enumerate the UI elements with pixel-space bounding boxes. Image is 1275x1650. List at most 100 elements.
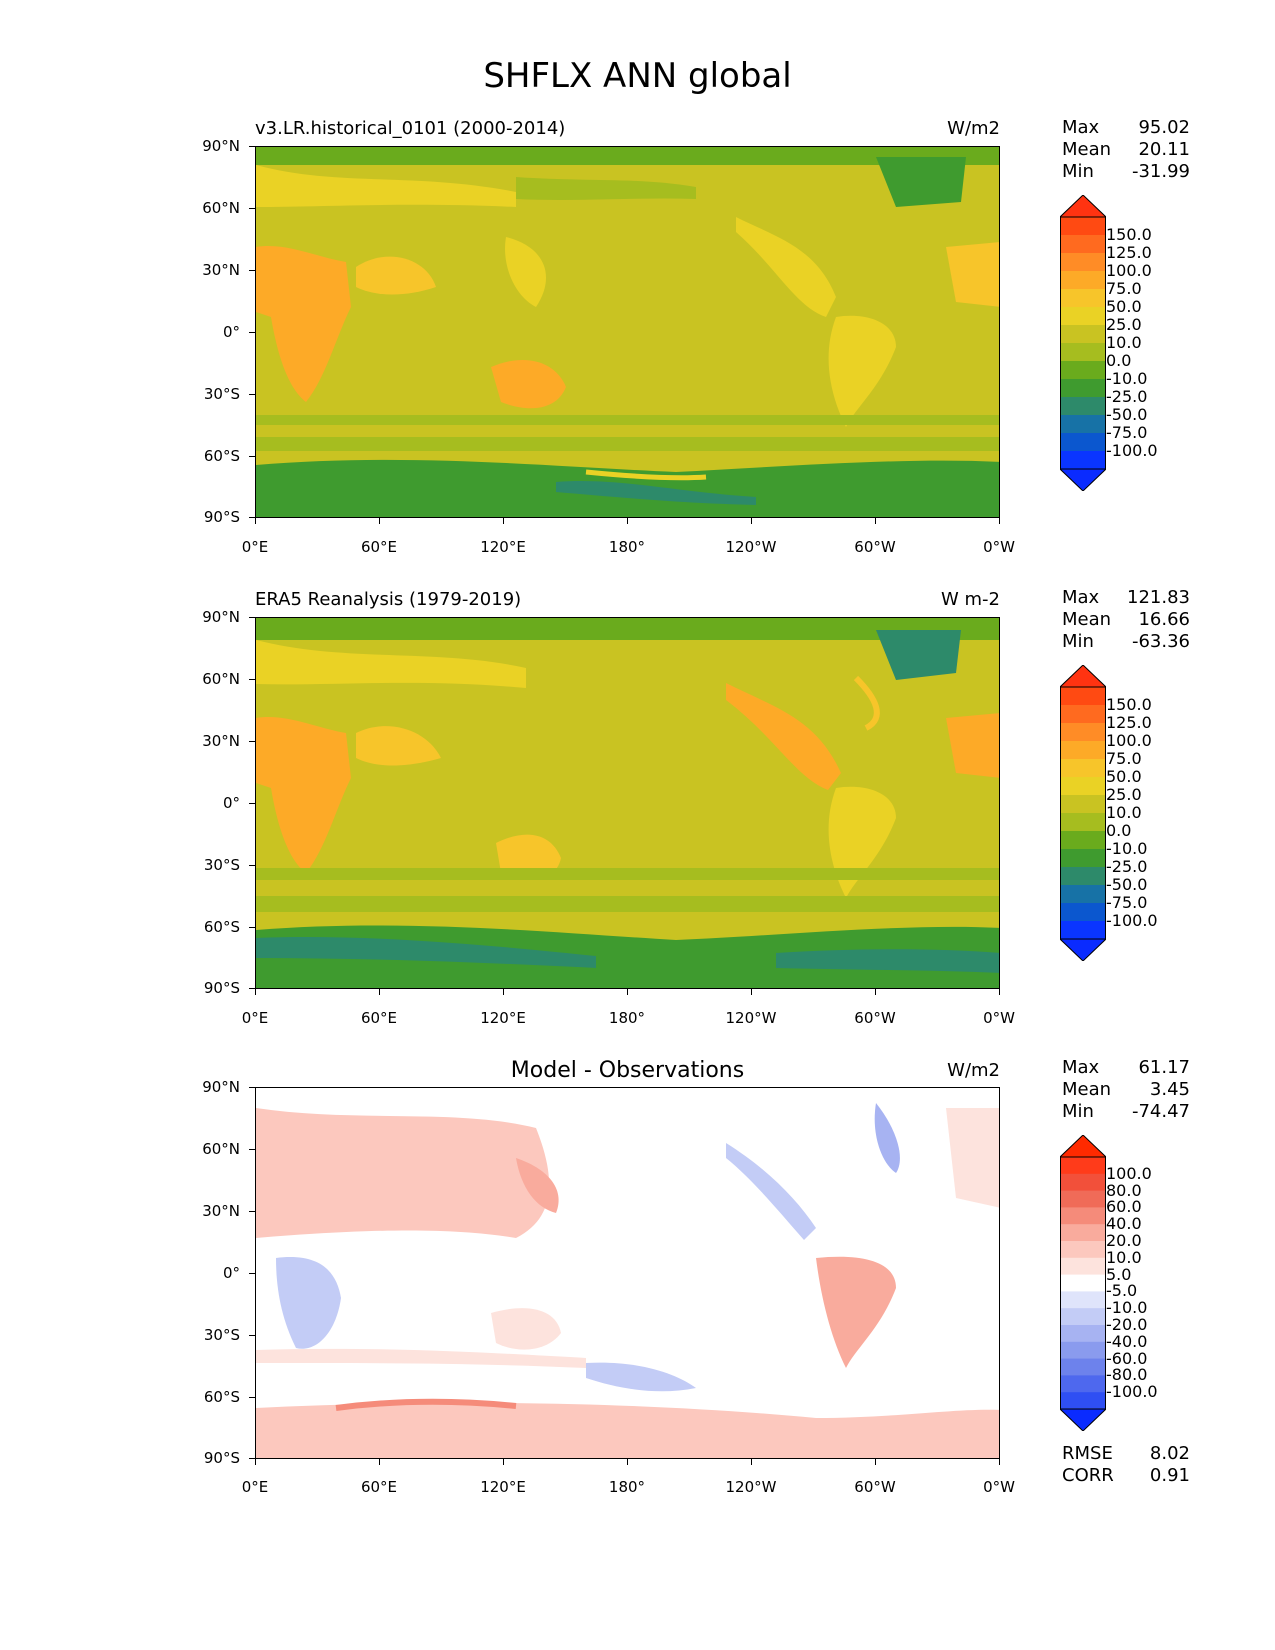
figure-title: SHFLX ANN global xyxy=(483,56,792,96)
colorbar-segment xyxy=(1060,397,1106,416)
colorbar-label: 125.0 xyxy=(1106,243,1152,262)
lat-label: 90°S xyxy=(203,1449,240,1467)
colorbar-segment xyxy=(1060,1224,1106,1242)
lon-label: 0°W xyxy=(983,538,1015,556)
lon-label: 0°E xyxy=(241,1009,269,1027)
panel-units: W/m2 xyxy=(947,1060,1000,1081)
colorbar-label: 0.0 xyxy=(1106,821,1132,840)
lat-label: 60°S xyxy=(203,447,240,465)
lon-label: 0°E xyxy=(241,538,269,556)
colorbar-label: -60.0 xyxy=(1106,1348,1148,1368)
stat-label: Min xyxy=(1062,161,1094,182)
metric-value: 8.02 xyxy=(1149,1443,1190,1464)
colorbar-segment xyxy=(1060,705,1106,724)
colorbar-extend-bottom xyxy=(1058,468,1108,492)
stat-value: -74.47 xyxy=(1131,1101,1190,1122)
lat-label: 0° xyxy=(222,1264,240,1282)
colorbar-segment xyxy=(1060,235,1106,254)
panel-title: v3.LR.historical_0101 (2000-2014) xyxy=(255,118,566,139)
colorbar-extend-bottom xyxy=(1058,938,1108,962)
lat-label: 90°N xyxy=(202,137,240,155)
lat-label: 60°S xyxy=(203,918,240,936)
lat-label: 0° xyxy=(222,323,240,341)
colorbar-label: 75.0 xyxy=(1106,749,1142,768)
colorbar-segment xyxy=(1060,795,1106,814)
colorbar-segment xyxy=(1060,813,1106,832)
stat-label: Min xyxy=(1062,631,1094,652)
stat-label: Mean xyxy=(1062,139,1112,160)
lat-label: 30°S xyxy=(203,856,240,874)
colorbar-label: 0.0 xyxy=(1106,351,1132,370)
colorbar-segment xyxy=(1060,1257,1106,1276)
colorbar-label: -100.0 xyxy=(1106,441,1158,460)
colorbar-segment xyxy=(1060,1358,1106,1376)
colorbar-label: -10.0 xyxy=(1106,1298,1148,1318)
colorbar-segment xyxy=(1060,1274,1106,1292)
stats-box: Max 95.02 Mean 20.11 Min -31.99 xyxy=(1062,117,1190,183)
colorbar-svg xyxy=(1058,1134,1108,1432)
colorbar-label: 10.0 xyxy=(1106,1247,1142,1267)
lat-label: 90°S xyxy=(203,508,240,526)
map-field xyxy=(256,1088,999,1458)
lon-label: 60°E xyxy=(360,1478,398,1496)
lat-label: 30°N xyxy=(202,1202,240,1220)
colorbar-label: 100.0 xyxy=(1106,731,1152,750)
lon-label: 0°W xyxy=(983,1009,1015,1027)
colorbar-segment xyxy=(1060,903,1106,922)
lon-label: 0°W xyxy=(983,1478,1015,1496)
metric-label: RMSE xyxy=(1062,1443,1113,1464)
colorbar-segment xyxy=(1060,831,1106,850)
colorbar-segment xyxy=(1060,433,1106,452)
colorbar-segment xyxy=(1060,867,1106,886)
colorbar-segment xyxy=(1060,379,1106,398)
colorbar-label: -100.0 xyxy=(1106,911,1158,930)
lat-label: 90°N xyxy=(202,608,240,626)
colorbar-segment xyxy=(1060,849,1106,868)
colorbar-label: -75.0 xyxy=(1106,423,1148,442)
colorbar-extend-bottom xyxy=(1058,1408,1108,1432)
colorbar-segment xyxy=(1060,253,1106,272)
colorbar-label: 10.0 xyxy=(1106,803,1142,822)
stat-value: 61.17 xyxy=(1138,1057,1190,1078)
colorbar-label: 20.0 xyxy=(1106,1231,1142,1250)
lon-label: 120°E xyxy=(480,538,526,556)
stat-value: -31.99 xyxy=(1131,161,1190,182)
stat-label: Max xyxy=(1062,587,1100,608)
map-field xyxy=(256,147,999,517)
lon-label: 120°W xyxy=(725,1009,777,1027)
colorbar-label: -5.0 xyxy=(1106,1281,1138,1301)
lon-label: 60°W xyxy=(854,1009,896,1027)
map-field xyxy=(256,618,999,988)
colorbar-segment xyxy=(1060,777,1106,796)
stat-value: 16.66 xyxy=(1138,609,1190,630)
colorbar-segment xyxy=(1060,1157,1106,1175)
stat-value: 3.45 xyxy=(1149,1079,1190,1100)
lon-label: 120°W xyxy=(725,1478,777,1496)
colorbar-segment xyxy=(1060,271,1106,290)
stat-value: 20.11 xyxy=(1138,139,1190,160)
colorbar-label: -80.0 xyxy=(1106,1365,1148,1385)
lat-label: 60°N xyxy=(202,670,240,688)
stats-box: Max 121.83 Mean 16.66 Min -63.36 xyxy=(1062,587,1190,653)
colorbar-segment xyxy=(1060,921,1106,940)
metric-label: CORR xyxy=(1062,1465,1114,1486)
map-plot xyxy=(255,1087,1000,1459)
colorbar-segment xyxy=(1060,687,1106,706)
lat-label: 60°N xyxy=(202,199,240,217)
lat-label: 30°S xyxy=(203,385,240,403)
colorbar-segment xyxy=(1060,1173,1106,1192)
map-plot xyxy=(255,146,1000,518)
colorbar-label: 25.0 xyxy=(1106,315,1142,334)
colorbar-label: -25.0 xyxy=(1106,857,1148,876)
colorbar-label: -75.0 xyxy=(1106,893,1148,912)
colorbar-svg xyxy=(1058,664,1108,962)
stat-label: Max xyxy=(1062,1057,1100,1078)
colorbar-extend-top xyxy=(1058,194,1108,218)
colorbar-segment xyxy=(1060,451,1106,470)
colorbar-segment xyxy=(1060,1241,1106,1259)
colorbar-segment xyxy=(1060,1308,1106,1326)
colorbar-label: 50.0 xyxy=(1106,767,1142,786)
colorbar-segment xyxy=(1060,723,1106,742)
lon-label: 120°W xyxy=(725,538,777,556)
colorbar-extend-top xyxy=(1058,1134,1108,1158)
